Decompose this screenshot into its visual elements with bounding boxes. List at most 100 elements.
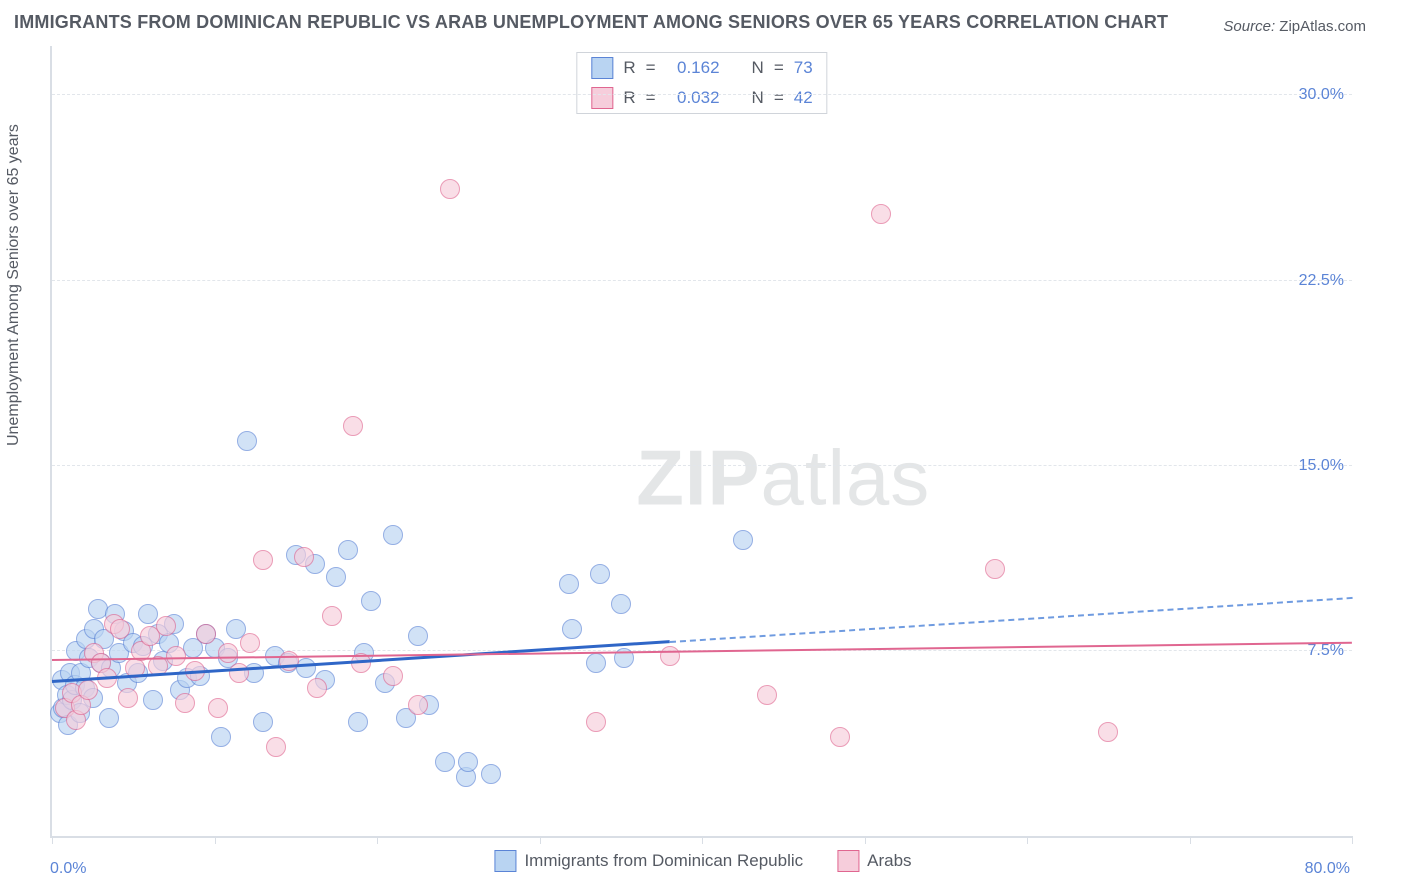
y-tick-label: 7.5%	[1308, 642, 1344, 660]
legend-swatch	[837, 850, 859, 872]
data-point-dominican	[590, 564, 610, 584]
data-point-dominican	[586, 653, 606, 673]
legend-stats: R = 0.162 N = 73 R = 0.032 N = 42	[576, 52, 827, 114]
data-point-dominican	[237, 431, 257, 451]
legend-eq: =	[774, 58, 784, 78]
data-point-dominican	[211, 727, 231, 747]
x-tick	[540, 836, 541, 844]
legend-R-value: 0.162	[666, 58, 720, 78]
x-tick	[1027, 836, 1028, 844]
legend-N-label: N	[752, 88, 764, 108]
x-tick	[702, 836, 703, 844]
data-point-dominican	[559, 574, 579, 594]
gridline-h	[52, 280, 1352, 281]
legend-N-label: N	[752, 58, 764, 78]
legend-eq: =	[646, 88, 656, 108]
data-point-arab	[118, 688, 138, 708]
data-point-arab	[322, 606, 342, 626]
legend-N-value: 73	[794, 58, 813, 78]
legend-series-label: Arabs	[867, 851, 911, 871]
data-point-arab	[1098, 722, 1118, 742]
plot-area: ZIPatlas R = 0.162 N = 73 R = 0.032 N = 42 7.5% 15.0…	[50, 46, 1352, 838]
legend-eq: =	[646, 58, 656, 78]
y-tick-label: 15.0%	[1299, 457, 1344, 475]
source-value: ZipAtlas.com	[1279, 18, 1366, 35]
source-attribution: Source: ZipAtlas.com	[1223, 18, 1366, 35]
chart-container: IMMIGRANTS FROM DOMINICAN REPUBLIC VS AR…	[0, 0, 1406, 892]
gridline-h	[52, 465, 1352, 466]
legend-R-label: R	[623, 58, 635, 78]
data-point-arab	[383, 666, 403, 686]
legend-swatch	[591, 87, 613, 109]
legend-swatch	[494, 850, 516, 872]
gridline-h	[52, 94, 1352, 95]
data-point-arab	[985, 559, 1005, 579]
x-tick	[52, 836, 53, 844]
data-point-dominican	[408, 626, 428, 646]
watermark-atlas: atlas	[761, 434, 931, 522]
data-point-dominican	[253, 712, 273, 732]
x-axis-max-label: 80.0%	[1305, 860, 1350, 878]
legend-series: Immigrants from Dominican Republic Arabs	[488, 848, 917, 874]
data-point-dominican	[458, 752, 478, 772]
data-point-dominican	[733, 530, 753, 550]
data-point-dominican	[348, 712, 368, 732]
source-label: Source:	[1223, 18, 1275, 35]
data-point-dominican	[138, 604, 158, 624]
data-point-dominican	[99, 708, 119, 728]
trend-line	[669, 597, 1352, 643]
data-point-arab	[253, 550, 273, 570]
legend-R-label: R	[623, 88, 635, 108]
legend-series-item-arab: Arabs	[831, 848, 917, 874]
data-point-arab	[343, 416, 363, 436]
x-axis-min-label: 0.0%	[50, 860, 86, 878]
legend-R-value: 0.032	[666, 88, 720, 108]
data-point-arab	[830, 727, 850, 747]
legend-eq: =	[774, 88, 784, 108]
data-point-arab	[196, 624, 216, 644]
y-tick-label: 22.5%	[1299, 272, 1344, 290]
data-point-arab	[156, 616, 176, 636]
data-point-arab	[110, 619, 130, 639]
data-point-dominican	[383, 525, 403, 545]
data-point-arab	[240, 633, 260, 653]
data-point-dominican	[562, 619, 582, 639]
legend-stat-row-arab: R = 0.032 N = 42	[577, 83, 826, 113]
y-tick-label: 30.0%	[1299, 86, 1344, 104]
data-point-dominican	[338, 540, 358, 560]
legend-N-value: 42	[794, 88, 813, 108]
legend-series-item-dominican: Immigrants from Dominican Republic	[488, 848, 809, 874]
data-point-dominican	[143, 690, 163, 710]
data-point-dominican	[481, 764, 501, 784]
data-point-arab	[757, 685, 777, 705]
legend-series-label: Immigrants from Dominican Republic	[524, 851, 803, 871]
data-point-arab	[294, 547, 314, 567]
data-point-arab	[307, 678, 327, 698]
data-point-arab	[266, 737, 286, 757]
x-tick	[377, 836, 378, 844]
watermark-zip: ZIP	[636, 434, 760, 522]
data-point-dominican	[88, 599, 108, 619]
x-tick	[215, 836, 216, 844]
data-point-arab	[166, 646, 186, 666]
legend-stat-row-dominican: R = 0.162 N = 73	[577, 53, 826, 83]
data-point-arab	[586, 712, 606, 732]
data-point-arab	[871, 204, 891, 224]
y-axis-title: Unemployment Among Seniors over 65 years	[5, 124, 23, 446]
data-point-arab	[208, 698, 228, 718]
data-point-arab	[218, 643, 238, 663]
chart-title: IMMIGRANTS FROM DOMINICAN REPUBLIC VS AR…	[14, 12, 1168, 33]
x-tick	[1352, 836, 1353, 844]
data-point-arab	[175, 693, 195, 713]
data-point-dominican	[361, 591, 381, 611]
data-point-dominican	[611, 594, 631, 614]
data-point-arab	[660, 646, 680, 666]
data-point-dominican	[435, 752, 455, 772]
data-point-arab	[78, 680, 98, 700]
watermark: ZIPatlas	[636, 433, 930, 524]
legend-swatch	[591, 57, 613, 79]
x-tick	[865, 836, 866, 844]
x-tick	[1190, 836, 1191, 844]
data-point-arab	[440, 179, 460, 199]
data-point-arab	[229, 663, 249, 683]
